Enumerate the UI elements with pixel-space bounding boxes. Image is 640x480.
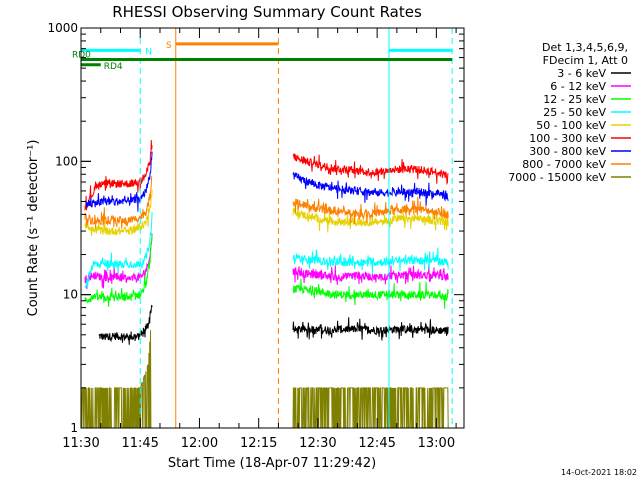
series-trace-segment [84, 233, 153, 289]
legend: Det 1,3,4,5,6,9,FDecim 1, Att 03 - 6 keV… [508, 41, 631, 184]
x-tick-label: 12:30 [299, 436, 336, 451]
y-tick-label: 1000 [47, 21, 78, 35]
legend-label: 100 - 300 keV [529, 132, 606, 145]
series-trace-segment [84, 234, 153, 307]
series-trace-segment [292, 152, 449, 186]
y-axis-label: Count Rate (s⁻¹ detector⁻¹) [26, 140, 41, 317]
y-tick-label: 1 [70, 421, 78, 435]
x-axis-label: Start Time (18-Apr-07 11:29:42) [168, 456, 376, 471]
decim-bar-label: RD0 [72, 51, 91, 61]
series-12-25-kev [84, 234, 449, 309]
chart-title: RHESSI Observing Summary Count Rates [112, 3, 422, 21]
legend-header: Det 1,3,4,5,6,9, [542, 41, 628, 54]
series-trace-segment [84, 211, 153, 288]
x-tick-label: 12:45 [358, 436, 395, 451]
annotation-layer: N S RD0 RD4 [72, 28, 453, 428]
series-50-100-kev [84, 189, 449, 237]
y-tick-label: 100 [55, 154, 78, 168]
x-tick-label: 12:15 [240, 436, 277, 451]
series-trace-segment [98, 305, 153, 345]
y-tick-label: 10 [63, 288, 78, 302]
series-trace-segment [292, 172, 449, 206]
legend-label: 6 - 12 keV [550, 80, 606, 93]
x-tick-label: 11:45 [121, 436, 158, 451]
series-6-12-kev [84, 233, 449, 289]
legend-header: FDecim 1, Att 0 [543, 54, 628, 67]
legend-label: 12 - 25 keV [543, 93, 606, 106]
series-trace-segment [84, 151, 153, 212]
series-trace-segment [84, 139, 153, 211]
series-25-50-kev [84, 211, 449, 288]
legend-label: 25 - 50 keV [543, 106, 606, 119]
data-layer [80, 139, 449, 429]
decim-bar-label: RD4 [104, 62, 123, 72]
series-trace-segment [292, 196, 449, 225]
x-tick-label: 11:30 [62, 436, 99, 451]
axis-layer: 1 10 100 1000 11:30 11:45 12:00 12:15 12:30 12:45… [47, 21, 464, 451]
footer-date: 14-Oct-2021 18:02 [561, 468, 637, 477]
legend-label: 50 - 100 keV [536, 119, 606, 132]
series-trace-segment [80, 330, 153, 429]
legend-label: 7000 - 15000 keV [508, 171, 606, 184]
series-trace-segment [292, 387, 449, 429]
series-7000-15000-kev [80, 330, 449, 429]
series-trace-segment [292, 317, 449, 341]
legend-label: 800 - 7000 keV [522, 158, 606, 171]
series-100-300-kev [84, 139, 449, 211]
series-trace-segment [292, 201, 449, 233]
series-trace-segment [84, 175, 153, 229]
plot-frame [80, 27, 465, 429]
series-trace-segment [292, 278, 449, 309]
series-trace-segment [84, 189, 153, 237]
night-bar-label: N [145, 47, 152, 57]
saa-bar-label: S [166, 41, 172, 51]
series-3-6-kev [98, 305, 449, 345]
x-tick-label: 12:00 [181, 436, 218, 451]
x-tick-label: 13:00 [418, 436, 455, 451]
legend-label: 3 - 6 keV [557, 67, 606, 80]
legend-label: 300 - 800 keV [529, 145, 606, 158]
series-800-7000-kev [84, 175, 449, 229]
series-trace-segment [292, 247, 449, 275]
series-trace-segment [292, 263, 449, 285]
series-300-800-kev [84, 151, 449, 212]
